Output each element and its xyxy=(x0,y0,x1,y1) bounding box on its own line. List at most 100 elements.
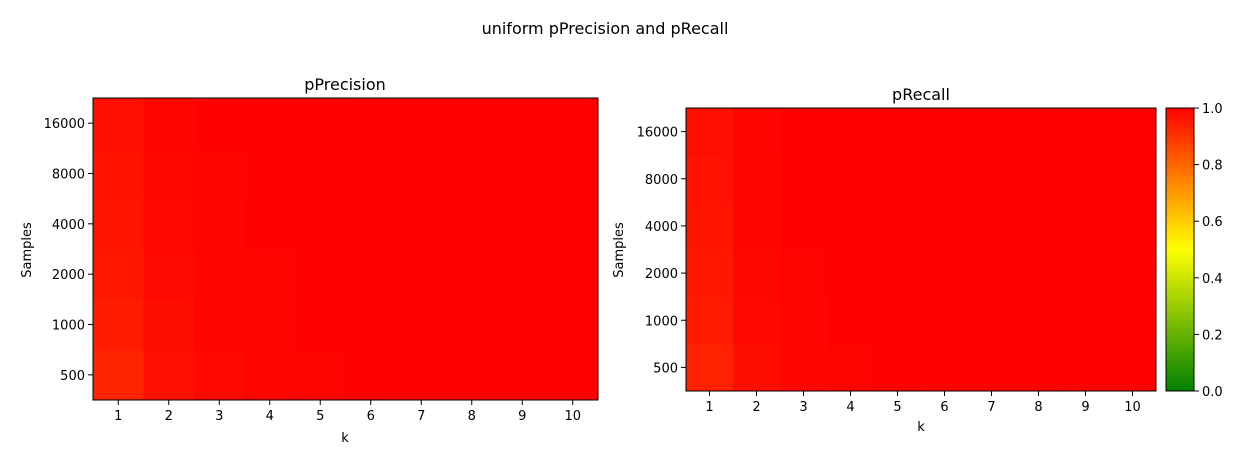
pprecision-cell-1000-k1 xyxy=(93,299,144,351)
pprecision-y-tick-label: 500 xyxy=(60,369,85,384)
precall-cell-4000-k3 xyxy=(780,202,828,250)
pprecision-x-tick-label: 2 xyxy=(165,409,173,424)
precall-cell-4000-k5 xyxy=(874,202,922,250)
precall-cell-500-k5 xyxy=(874,343,922,392)
precall-cell-2000-k6 xyxy=(921,249,969,298)
pprecision-cell-4000-k2 xyxy=(143,198,195,250)
precall-cell-2000-k1 xyxy=(686,249,734,298)
pprecision-cell-8000-k2 xyxy=(143,148,195,200)
precall-cell-4000-k10 xyxy=(1109,202,1157,250)
precall-cell-8000-k4 xyxy=(827,155,875,203)
pprecision-cell-1000-k3 xyxy=(194,299,245,351)
pprecision-cell-4000-k3 xyxy=(194,198,245,250)
pprecision-x-tick-label: 3 xyxy=(215,409,223,424)
precall-cell-2000-k7 xyxy=(968,249,1016,298)
pprecision-cell-1000-k4 xyxy=(244,299,296,351)
precall-y-tick-label: 16000 xyxy=(637,126,678,141)
pprecision-cell-16000-k7 xyxy=(396,98,447,149)
precall-cell-16000-k9 xyxy=(1062,108,1110,156)
pprecision-cell-16000-k1 xyxy=(93,98,144,149)
pprecision-cell-500-k10 xyxy=(547,349,599,401)
pprecision-cell-4000-k4 xyxy=(244,198,296,250)
pprecision-cell-4000-k7 xyxy=(396,198,447,250)
pprecision-cell-1000-k7 xyxy=(396,299,447,351)
pprecision-x-tick-label: 7 xyxy=(417,409,425,424)
pprecision-cell-1000-k2 xyxy=(143,299,195,351)
precall-cell-1000-k3 xyxy=(780,296,828,345)
pprecision-cell-2000-k3 xyxy=(194,249,245,300)
precall-cell-2000-k3 xyxy=(780,249,828,298)
precall-cell-500-k3 xyxy=(780,343,828,392)
precall-x-tick-label: 2 xyxy=(752,400,760,415)
pprecision-x-tick-label: 6 xyxy=(367,409,375,424)
pprecision-x-tick-label: 1 xyxy=(114,409,122,424)
precall-cell-500-k8 xyxy=(1015,343,1063,392)
pprecision-cell-500-k8 xyxy=(446,349,498,401)
precall-title: pRecall xyxy=(892,85,950,104)
precall-cell-2000-k10 xyxy=(1109,249,1157,298)
pprecision-y-tick-label: 16000 xyxy=(44,117,85,132)
pprecision-cell-8000-k1 xyxy=(93,148,144,200)
precall-cell-500-k1 xyxy=(686,343,734,392)
pprecision-cell-2000-k1 xyxy=(93,249,144,300)
pprecision-cell-4000-k1 xyxy=(93,198,144,250)
pprecision-x-tick-label: 5 xyxy=(316,409,324,424)
precall-cell-4000-k8 xyxy=(1015,202,1063,250)
precall-x-tick-label: 3 xyxy=(799,400,807,415)
pprecision-cell-4000-k5 xyxy=(295,198,346,250)
pprecision-cell-4000-k10 xyxy=(547,198,599,250)
pprecision-heatmap-panel: pPrecision k Samples 1 2 3 4 5 6 7 8 9 10 500 1000 2… xyxy=(20,75,599,446)
precall-cell-16000-k1 xyxy=(686,108,734,156)
pprecision-cell-2000-k2 xyxy=(143,249,195,300)
pprecision-cell-500-k3 xyxy=(194,349,245,401)
precall-cell-1000-k9 xyxy=(1062,296,1110,345)
pprecision-cell-16000-k4 xyxy=(244,98,296,149)
precall-cell-8000-k9 xyxy=(1062,155,1110,203)
precall-cell-1000-k8 xyxy=(1015,296,1063,345)
precall-x-tick-label: 5 xyxy=(893,400,901,415)
pprecision-cell-8000-k7 xyxy=(396,148,447,200)
precall-cell-1000-k6 xyxy=(921,296,969,345)
pprecision-cell-4000-k9 xyxy=(497,198,548,250)
precall-x-tick-label: 7 xyxy=(987,400,995,415)
precall-cell-500-k4 xyxy=(827,343,875,392)
precall-cell-8000-k3 xyxy=(780,155,828,203)
pprecision-y-tick-label: 2000 xyxy=(52,268,85,283)
precall-heatmap-panel: pRecall k Samples 1 2 3 4 5 6 7 8 9 10 500 1000 2000… xyxy=(612,85,1157,435)
colorbar-tick-label: 1.0 xyxy=(1202,102,1223,117)
precall-y-tick-label: 500 xyxy=(653,361,678,376)
pprecision-cell-500-k1 xyxy=(93,349,144,401)
pprecision-cell-1000-k5 xyxy=(295,299,346,351)
pprecision-cell-8000-k3 xyxy=(194,148,245,200)
pprecision-cell-1000-k9 xyxy=(497,299,548,351)
pprecision-cell-8000-k10 xyxy=(547,148,599,200)
pprecision-cell-1000-k10 xyxy=(547,299,599,351)
precall-plot-frame xyxy=(685,107,1157,392)
pprecision-cell-16000-k5 xyxy=(295,98,346,149)
precall-x-tick-label: 1 xyxy=(705,400,713,415)
precall-cell-500-k2 xyxy=(733,343,781,392)
pprecision-cell-2000-k10 xyxy=(547,249,599,300)
pprecision-cell-4000-k8 xyxy=(446,198,498,250)
pprecision-cell-4000-k6 xyxy=(345,198,397,250)
precall-cell-1000-k4 xyxy=(827,296,875,345)
precall-cell-8000-k10 xyxy=(1109,155,1157,203)
pprecision-cell-2000-k5 xyxy=(295,249,346,300)
precall-cell-1000-k2 xyxy=(733,296,781,345)
precall-cell-8000-k7 xyxy=(968,155,1016,203)
pprecision-cell-16000-k8 xyxy=(446,98,498,149)
precall-cell-4000-k2 xyxy=(733,202,781,250)
pprecision-cell-16000-k9 xyxy=(497,98,548,149)
precall-cell-8000-k2 xyxy=(733,155,781,203)
pprecision-x-tick-label: 4 xyxy=(266,409,274,424)
pprecision-title: pPrecision xyxy=(304,75,386,94)
pprecision-cell-500-k6 xyxy=(345,349,397,401)
precall-cell-16000-k4 xyxy=(827,108,875,156)
pprecision-cell-2000-k7 xyxy=(396,249,447,300)
precall-cell-1000-k5 xyxy=(874,296,922,345)
precall-x-tick-label: 8 xyxy=(1034,400,1042,415)
colorbar-tick-label: 0.4 xyxy=(1202,272,1223,287)
precall-cell-1000-k10 xyxy=(1109,296,1157,345)
pprecision-x-tick-label: 9 xyxy=(518,409,526,424)
